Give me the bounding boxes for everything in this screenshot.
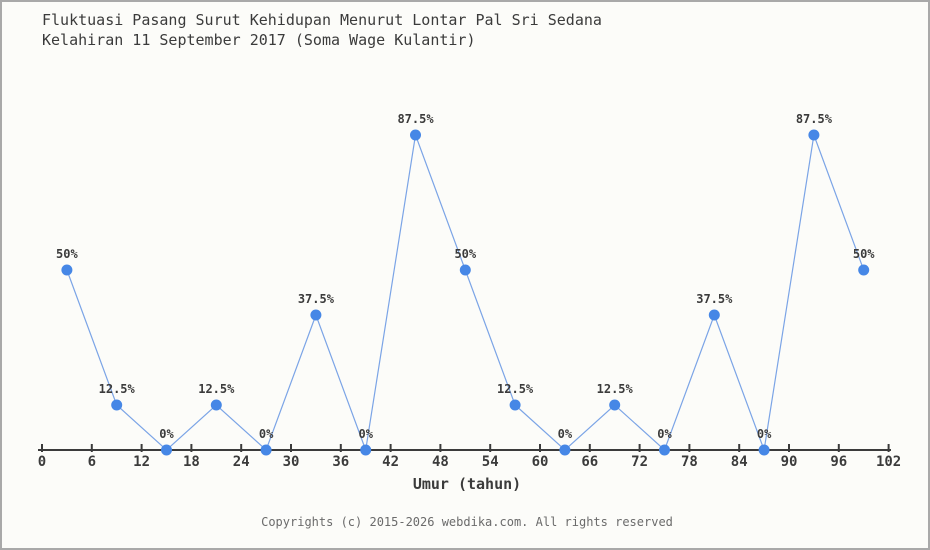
data-point-label: 50% (454, 247, 476, 261)
x-tick-label: 48 (432, 454, 449, 470)
x-tick-label: 96 (830, 454, 847, 470)
data-point-marker (509, 399, 521, 411)
x-tick-label: 42 (382, 454, 399, 470)
x-axis-title: Umur (tahun) (412, 475, 522, 493)
data-point-label: 50% (56, 247, 78, 261)
data-point-label: 12.5% (198, 382, 235, 396)
x-tick-label: 66 (581, 454, 598, 470)
data-point-marker (758, 444, 770, 456)
data-point-marker (360, 444, 372, 456)
data-point-marker (210, 399, 222, 411)
x-tick-label: 72 (631, 454, 648, 470)
x-tick-label: 30 (283, 454, 300, 470)
data-point-label: 12.5% (99, 382, 136, 396)
data-point-marker (310, 309, 322, 321)
data-point-label: 0% (159, 427, 174, 441)
data-point-marker (708, 309, 720, 321)
x-tick-label: 6 (88, 454, 96, 470)
x-tick-label: 0 (38, 454, 46, 470)
data-point-label: 12.5% (597, 382, 634, 396)
data-point-label: 0% (657, 427, 672, 441)
data-point-marker (111, 399, 123, 411)
data-point-label: 87.5% (397, 112, 434, 126)
x-tick-label: 84 (731, 454, 748, 470)
x-tick-label: 18 (183, 454, 200, 470)
data-point-label: 0% (358, 427, 373, 441)
data-point-marker (609, 399, 621, 411)
x-tick-label: 36 (332, 454, 349, 470)
data-point-marker (410, 129, 421, 141)
x-tick-label: 60 (532, 454, 549, 470)
x-tick-label: 12 (133, 454, 150, 470)
data-point-label: 87.5% (796, 112, 833, 126)
data-point-marker (459, 264, 471, 276)
data-point-label: 37.5% (298, 292, 335, 306)
x-tick-label: 78 (681, 454, 698, 470)
footer-copyright: Copyrights (c) 2015-2026 webdika.com. Al… (261, 515, 673, 529)
chart-title-line2: Kelahiran 11 September 2017 (Soma Wage K… (42, 31, 476, 49)
x-tick-label: 90 (781, 454, 798, 470)
data-point-label: 37.5% (696, 292, 733, 306)
data-point-label: 0% (757, 427, 772, 441)
data-point-label: 12.5% (497, 382, 534, 396)
data-point-marker (659, 444, 670, 456)
x-tick-label: 24 (233, 454, 250, 470)
chart-title: Fluktuasi Pasang Surut Kehidupan Menurut… (42, 10, 602, 50)
data-point-label: 50% (853, 247, 875, 261)
series-line (66, 132, 865, 453)
data-point-marker (61, 264, 73, 276)
data-point-marker (161, 444, 172, 456)
data-point-marker (858, 264, 870, 276)
data-point-marker (260, 444, 272, 456)
data-point-marker (808, 129, 820, 141)
x-tick-label: 54 (482, 454, 499, 470)
data-point-marker (559, 444, 571, 456)
x-tick-label: 102 (876, 454, 901, 470)
data-point-label: 0% (558, 427, 573, 441)
data-point-label: 0% (259, 427, 274, 441)
chart-title-line1: Fluktuasi Pasang Surut Kehidupan Menurut… (42, 11, 602, 29)
